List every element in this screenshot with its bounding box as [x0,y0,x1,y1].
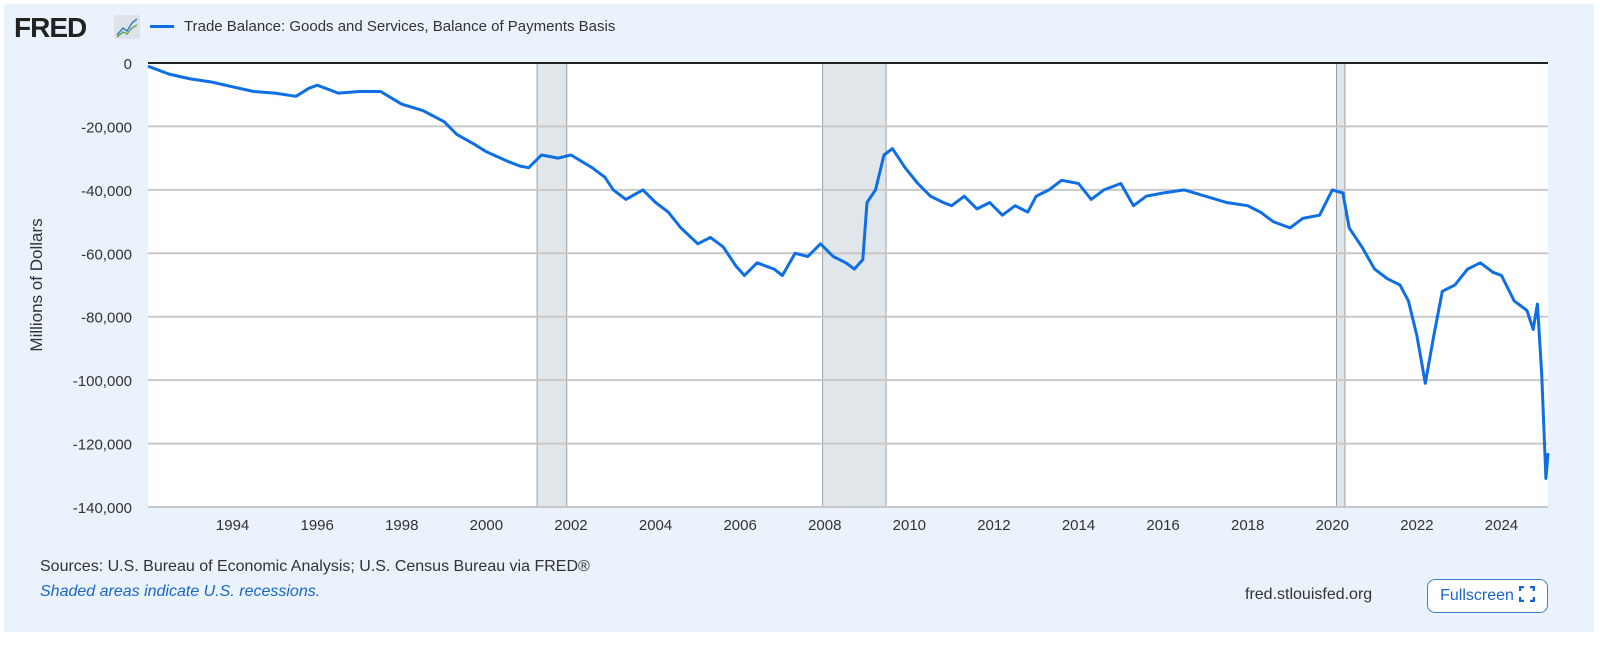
x-tick-label: 1994 [216,517,249,534]
x-tick-label: 2006 [723,517,756,534]
recession-note[interactable]: Shaded areas indicate U.S. recessions. [40,583,321,600]
x-tick-label: 2024 [1485,517,1518,534]
x-tick-label: 1996 [300,517,333,534]
fullscreen-label: Fullscreen [1440,587,1514,604]
recession-band [1336,62,1346,508]
y-tick-label: -40,000 [81,183,132,200]
x-tick-label: 2014 [1062,517,1095,534]
chart-logo-icon [114,15,140,39]
x-tick-label: 2004 [639,517,672,534]
x-tick-label: 2020 [1316,517,1349,534]
y-tick-label: -140,000 [73,500,132,517]
x-tick-label: 2022 [1400,517,1433,534]
sources-text: Sources: U.S. Bureau of Economic Analysi… [40,558,590,575]
y-tick-label: 0 [124,56,132,73]
recession-band [822,62,887,508]
y-tick-label: -20,000 [81,119,132,136]
x-tick-label: 2008 [808,517,841,534]
y-tick-label: -120,000 [73,437,132,454]
x-tick-label: 2002 [554,517,587,534]
fred-logo[interactable]: FRED [14,12,87,43]
x-tick-label: 2000 [470,517,503,534]
y-axis-label: Millions of Dollars [27,218,46,351]
y-tick-label: -80,000 [81,310,132,327]
fullscreen-icon [1518,585,1536,607]
x-tick-label: 2016 [1146,517,1179,534]
series-line [147,64,1550,480]
legend-label: Trade Balance: Goods and Services, Balan… [184,18,616,35]
x-tick-label: 2012 [977,517,1010,534]
fullscreen-button[interactable]: Fullscreen [1427,579,1548,613]
legend-line-swatch [150,25,174,28]
x-tick-label: 2018 [1231,517,1264,534]
site-url[interactable]: fred.stlouisfed.org [1245,586,1373,603]
recession-band [536,62,568,508]
y-tick-label: -60,000 [81,246,132,263]
x-tick-label: 2010 [893,517,926,534]
x-tick-label: 1998 [385,517,418,534]
y-tick-label: -100,000 [73,373,132,390]
legend: Trade Balance: Goods and Services, Balan… [150,18,615,35]
